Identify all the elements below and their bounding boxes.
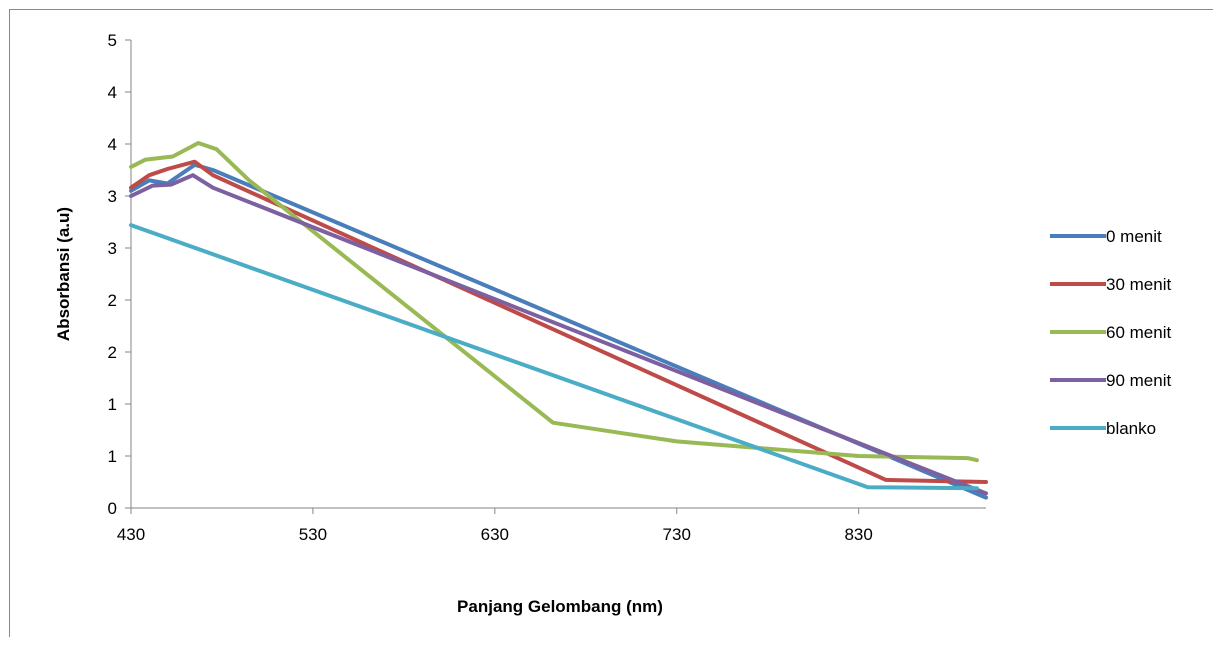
y-tick-label: 3 <box>108 239 117 258</box>
series-line-30-menit <box>129 159 988 484</box>
axes: 0 1 1 2 2 3 3 4 4 5 430 530 630 730 830 <box>108 31 986 544</box>
x-tick-label: 730 <box>663 525 691 544</box>
legend-label-30-menit: 30 menit <box>1106 275 1171 294</box>
y-tick-label: 1 <box>108 395 117 414</box>
x-tick-label: 530 <box>299 525 327 544</box>
series-layer <box>129 141 988 500</box>
series-line-90-menit <box>129 173 988 496</box>
legend-label-0-menit: 0 menit <box>1106 227 1162 246</box>
x-tick-label: 630 <box>481 525 509 544</box>
series-line-blanko <box>129 223 979 491</box>
y-tick-label: 2 <box>108 343 117 362</box>
legend-label-90-menit: 90 menit <box>1106 371 1171 390</box>
x-axis-title: Panjang Gelombang (nm) <box>457 597 663 616</box>
legend-label-blanko: blanko <box>1106 419 1156 438</box>
y-tick-label: 5 <box>108 31 117 50</box>
y-tick-label: 1 <box>108 447 117 466</box>
y-tick-label: 2 <box>108 291 117 310</box>
y-tick-label: 4 <box>108 83 117 102</box>
y-tick-label: 4 <box>108 135 117 154</box>
y-tick-label: 0 <box>108 499 117 518</box>
legend: 0 menit 30 menit 60 menit 90 menit blanko <box>1050 227 1171 438</box>
y-tick-label: 3 <box>108 187 117 206</box>
chart-frame <box>9 9 1213 637</box>
x-tick-label: 430 <box>117 525 145 544</box>
legend-label-60-menit: 60 menit <box>1106 323 1171 342</box>
x-tick-label: 830 <box>844 525 872 544</box>
series-line-0-menit <box>129 162 988 500</box>
y-axis-title: Absorbansi (a.u) <box>54 207 73 341</box>
